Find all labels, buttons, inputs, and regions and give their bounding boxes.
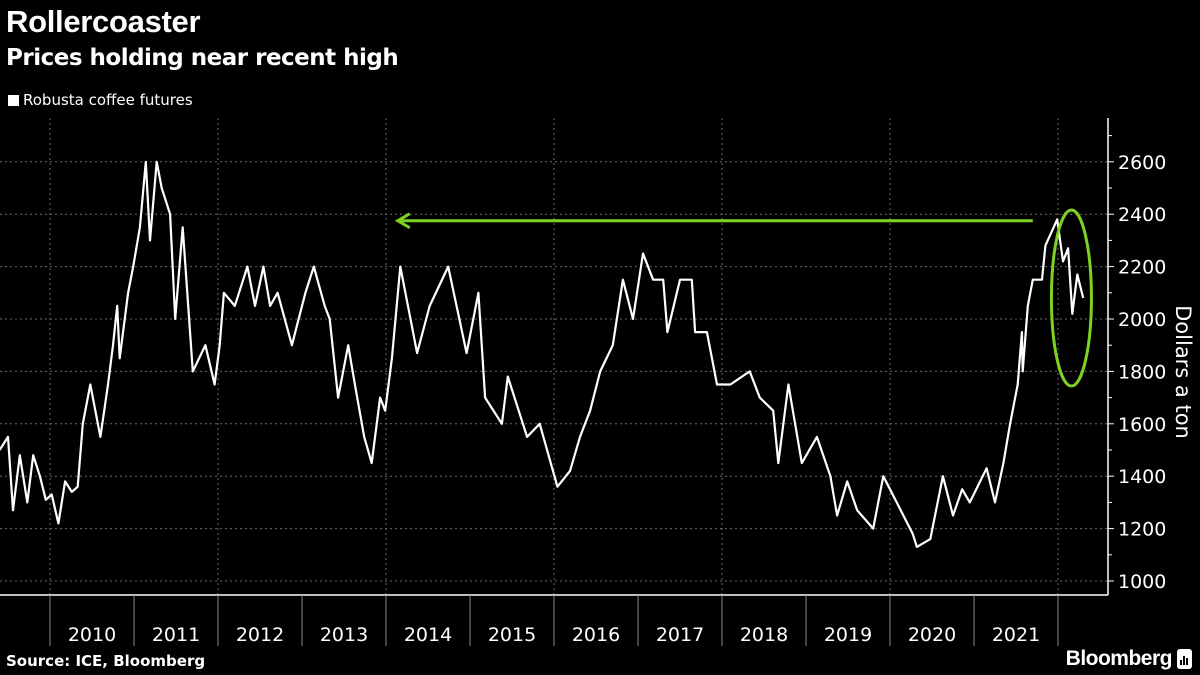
x-tick-label: 2018 <box>740 624 788 646</box>
legend-label: Robusta coffee futures <box>23 91 193 109</box>
x-tick-label: 2015 <box>488 624 536 646</box>
bloomberg-logo: Bloomberg <box>1066 647 1192 671</box>
y-tick-label: 1200 <box>1118 519 1166 541</box>
y-tick-label: 1600 <box>1118 414 1166 436</box>
x-tick-label: 2019 <box>824 624 872 646</box>
legend: Robusta coffee futures <box>8 91 193 109</box>
highlight-ellipse <box>1049 208 1093 388</box>
y-axis-label: Dollars a ton <box>1171 305 1195 439</box>
x-tick-label: 2013 <box>320 624 368 646</box>
y-tick-label: 1800 <box>1118 361 1166 383</box>
x-tick-label: 2017 <box>656 624 704 646</box>
x-tick-label: 2021 <box>992 624 1040 646</box>
legend-swatch <box>8 94 19 106</box>
x-tick-label: 2014 <box>404 624 452 646</box>
x-tick-label: 2012 <box>236 624 284 646</box>
bloomberg-terminal-icon <box>1177 649 1192 669</box>
arrow-head-icon <box>394 212 411 230</box>
chart-title: Rollercoaster <box>6 4 201 39</box>
y-tick-label: 1400 <box>1118 466 1166 488</box>
series-line <box>0 160 1085 548</box>
x-tick-label: 2010 <box>68 624 116 646</box>
y-tick-label: 2200 <box>1118 257 1166 279</box>
y-tick-label: 1000 <box>1118 571 1166 593</box>
brand-name: Bloomberg <box>1065 647 1173 670</box>
chart-subtitle: Prices holding near recent high <box>6 45 399 71</box>
y-tick-label: 2000 <box>1118 309 1166 331</box>
y-tick-label: 2600 <box>1118 152 1166 174</box>
x-tick-label: 2020 <box>908 624 956 646</box>
source-note: Source: ICE, Bloomberg <box>6 652 206 670</box>
y-tick-label: 2400 <box>1118 204 1166 226</box>
x-tick-label: 2016 <box>572 624 620 646</box>
x-tick-label: 2011 <box>152 624 200 646</box>
